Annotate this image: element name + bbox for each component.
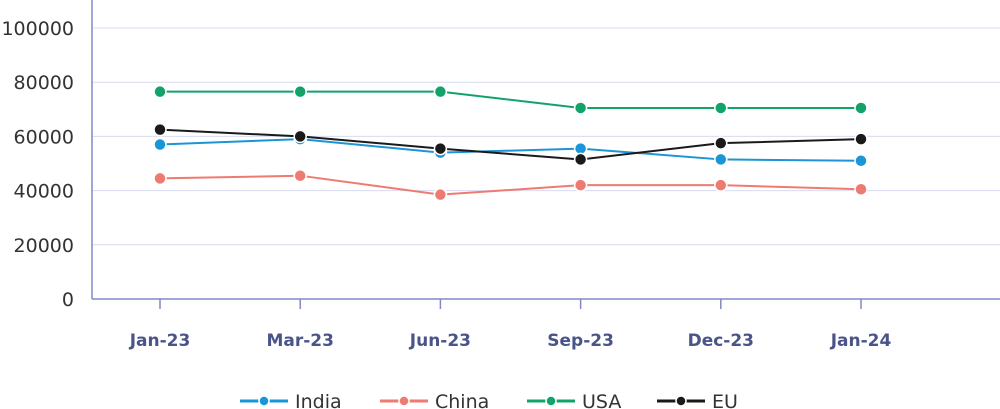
data-point xyxy=(433,84,448,99)
y-tick-label: 80000 xyxy=(14,72,74,94)
y-tick-label: 0 xyxy=(62,289,74,311)
legend-label: EU xyxy=(712,391,738,409)
series-china xyxy=(153,168,868,202)
data-point xyxy=(293,84,307,99)
data-point xyxy=(714,101,728,115)
series-line xyxy=(160,90,861,109)
x-tick-label: Mar-23 xyxy=(266,331,334,351)
data-point xyxy=(153,84,167,99)
gridlines xyxy=(92,27,1000,246)
data-point xyxy=(714,136,728,150)
legend-swatch-marker xyxy=(258,395,270,407)
series-line xyxy=(159,138,862,162)
legend-item-india: India xyxy=(240,391,342,409)
axes xyxy=(91,0,1000,300)
legend-swatch-marker xyxy=(545,395,557,407)
legend-label: India xyxy=(295,391,342,409)
data-point xyxy=(293,168,307,183)
data-point xyxy=(153,122,167,137)
data-point xyxy=(573,178,588,192)
data-point xyxy=(714,152,728,167)
legend-swatch-marker xyxy=(398,395,410,407)
series-eu xyxy=(153,122,868,167)
y-axis-ticks: 0 20000 40000 60000 80000 100000 xyxy=(1,18,74,311)
x-axis-ticks: Jan-23 Mar-23 Jun-23 Sep-23 Dec-23 Jan-24 xyxy=(129,299,892,351)
data-point xyxy=(854,101,868,115)
legend-swatch-marker xyxy=(675,395,687,407)
legend-item-usa: USA xyxy=(527,391,621,409)
series-line xyxy=(159,128,862,161)
x-tick-label: Sep-23 xyxy=(547,331,614,351)
data-point xyxy=(153,171,167,186)
x-tick-label: Jan-23 xyxy=(129,331,191,351)
series-lines xyxy=(153,84,868,202)
legend-item-china: China xyxy=(380,391,489,409)
series-usa xyxy=(153,84,868,115)
data-point xyxy=(854,154,868,168)
y-tick-label: 40000 xyxy=(14,181,74,203)
legend-item-eu: EU xyxy=(657,391,738,409)
x-tick-label: Jan-24 xyxy=(830,331,892,351)
data-point xyxy=(433,187,448,202)
series-india xyxy=(153,132,868,168)
data-point xyxy=(573,152,588,167)
x-tick-label: Jun-23 xyxy=(409,331,471,351)
legend-label: USA xyxy=(582,391,621,409)
legend-label: China xyxy=(435,391,489,409)
series-line xyxy=(159,174,862,196)
y-tick-label: 20000 xyxy=(14,235,74,257)
y-tick-label: 60000 xyxy=(14,126,74,148)
data-point xyxy=(854,132,868,146)
data-point xyxy=(854,182,868,196)
data-point xyxy=(714,178,728,192)
data-point xyxy=(293,129,307,144)
data-point xyxy=(573,101,588,115)
y-tick-label: 100000 xyxy=(1,18,74,40)
data-point xyxy=(433,141,448,156)
data-point xyxy=(153,137,167,152)
x-tick-label: Dec-23 xyxy=(688,331,754,351)
legend: India China USA EU xyxy=(240,391,738,409)
